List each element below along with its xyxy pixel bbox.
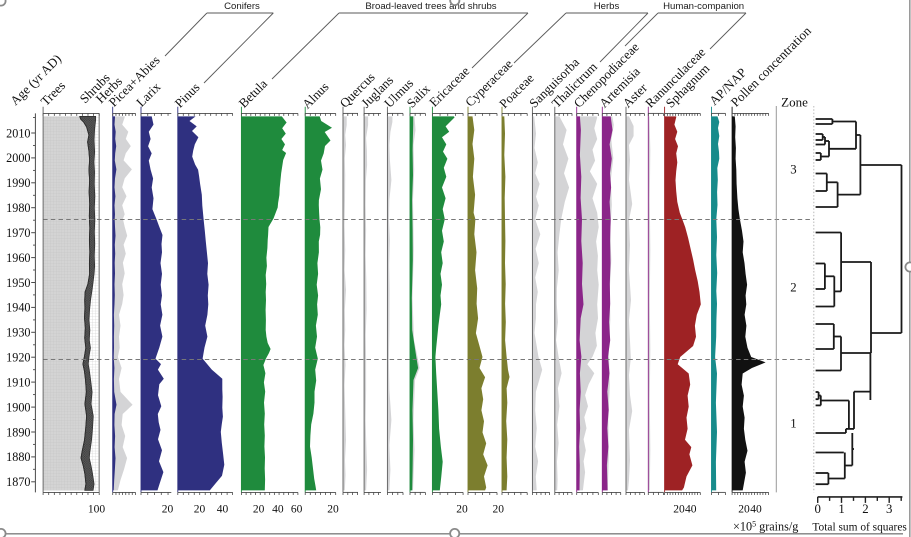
svg-text:2: 2 [862, 502, 868, 516]
svg-text:1940: 1940 [6, 301, 30, 315]
svg-text:×105 grains/g: ×105 grains/g [733, 519, 798, 533]
svg-text:20: 20 [673, 504, 685, 516]
svg-text:3: 3 [886, 502, 892, 516]
svg-text:1980: 1980 [6, 201, 30, 215]
svg-text:Broad-leaved trees and shrubs: Broad-leaved trees and shrubs [365, 1, 496, 12]
svg-text:1880: 1880 [6, 450, 30, 464]
svg-text:Conifers: Conifers [224, 1, 260, 12]
svg-text:1920: 1920 [6, 351, 30, 365]
svg-text:20: 20 [456, 504, 468, 516]
svg-text:2000: 2000 [6, 151, 30, 165]
svg-text:Herbs: Herbs [594, 1, 620, 12]
svg-text:20: 20 [738, 504, 750, 516]
svg-text:1970: 1970 [6, 226, 30, 240]
svg-text:1960: 1960 [6, 251, 30, 265]
svg-text:40: 40 [685, 504, 697, 516]
svg-text:Human-companion: Human-companion [663, 1, 744, 12]
svg-text:100: 100 [88, 504, 106, 516]
svg-text:20: 20 [194, 504, 206, 516]
svg-text:20: 20 [492, 504, 504, 516]
svg-text:3: 3 [790, 163, 796, 177]
svg-text:1890: 1890 [6, 425, 30, 439]
svg-text:60: 60 [291, 504, 303, 516]
svg-text:1900: 1900 [6, 400, 30, 414]
svg-text:40: 40 [217, 504, 229, 516]
svg-text:1990: 1990 [6, 176, 30, 190]
svg-text:1: 1 [838, 502, 844, 516]
svg-text:1910: 1910 [6, 375, 30, 389]
svg-text:1870: 1870 [6, 475, 30, 489]
svg-text:40: 40 [750, 504, 762, 516]
svg-text:Total sum of squares: Total sum of squares [812, 521, 907, 533]
svg-text:1930: 1930 [6, 326, 30, 340]
svg-text:2: 2 [790, 281, 796, 295]
svg-text:Zone: Zone [781, 95, 808, 110]
svg-text:40: 40 [272, 504, 284, 516]
svg-text:20: 20 [162, 504, 174, 516]
svg-text:1950: 1950 [6, 276, 30, 290]
svg-text:0: 0 [814, 502, 820, 516]
svg-text:1: 1 [790, 417, 796, 431]
svg-text:20: 20 [327, 504, 339, 516]
svg-text:20: 20 [253, 504, 265, 516]
svg-text:2010: 2010 [6, 126, 30, 140]
